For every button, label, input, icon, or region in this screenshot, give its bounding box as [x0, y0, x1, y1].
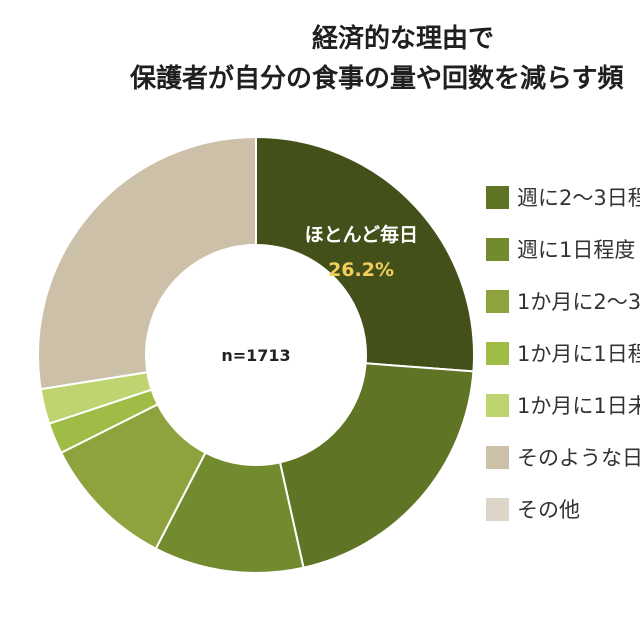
legend-swatch: [486, 185, 509, 209]
legend-label: 1か月に2〜3: [517, 290, 640, 314]
sample-size-label: n=1713: [221, 346, 290, 365]
legend-swatch: [486, 289, 509, 313]
donut-slice: [37, 135, 257, 391]
donut-slice: [278, 362, 475, 569]
chart-title-line-1: 経済的な理由で: [312, 24, 495, 54]
legend-item: その他: [486, 494, 580, 524]
legend-label: そのような日: [517, 446, 640, 470]
legend-label: 週に1日程度: [517, 238, 636, 262]
legend-item: 週に1日程度: [486, 234, 635, 264]
donut-slice: [255, 135, 475, 373]
chart-title-line-2: 保護者が自分の食事の量や回数を減らす頻: [130, 64, 624, 94]
legend-swatch: [486, 497, 509, 521]
legend-label: 1か月に1日未: [517, 394, 640, 418]
legend-swatch: [486, 445, 509, 469]
slice-label: ほとんど毎日: [305, 223, 418, 246]
legend-swatch: [486, 341, 509, 365]
legend-item: 1か月に2〜3: [486, 286, 640, 316]
slice-value-label: 26.2%: [328, 259, 394, 281]
legend-label: 週に2〜3日程: [517, 186, 640, 210]
legend-item: そのような日: [486, 442, 640, 472]
legend-swatch: [486, 393, 509, 417]
legend-item: 週に2〜3日程: [486, 182, 640, 212]
legend-swatch: [486, 237, 509, 261]
legend-item: 1か月に1日未: [486, 390, 640, 420]
legend-label: 1か月に1日程: [517, 342, 640, 366]
legend-label: その他: [517, 498, 580, 522]
legend-item: 1か月に1日程: [486, 338, 640, 368]
